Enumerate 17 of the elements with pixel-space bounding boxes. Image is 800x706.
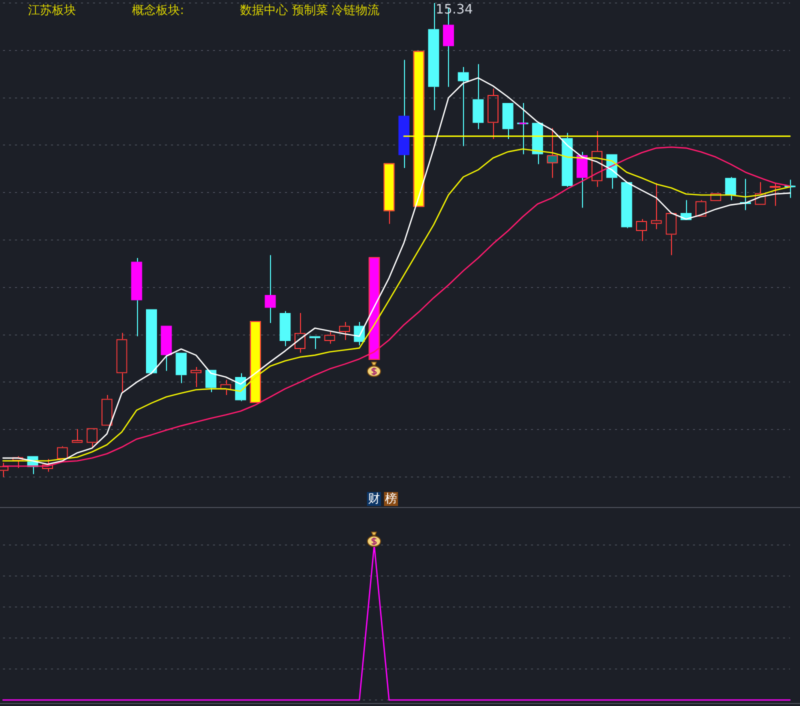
candlestick <box>398 59 410 168</box>
candlestick <box>280 310 291 347</box>
annotation: 概念板块: <box>132 3 184 18</box>
candlestick <box>146 309 157 374</box>
candlestick <box>264 254 276 324</box>
chart-title: 财榜 <box>368 492 397 506</box>
candlestick <box>458 66 469 147</box>
candlestick <box>160 326 172 372</box>
candlestick <box>131 258 142 337</box>
candlestick <box>576 151 588 208</box>
candlestick <box>621 182 632 229</box>
candlestick <box>472 64 484 130</box>
annotation: 15.34 <box>436 2 473 18</box>
annotation: 江苏板块 <box>28 3 76 18</box>
candlestick <box>176 352 187 384</box>
candlestick <box>309 336 320 350</box>
annotation: 数据中心 预制菜 冷链物流 <box>240 3 380 18</box>
